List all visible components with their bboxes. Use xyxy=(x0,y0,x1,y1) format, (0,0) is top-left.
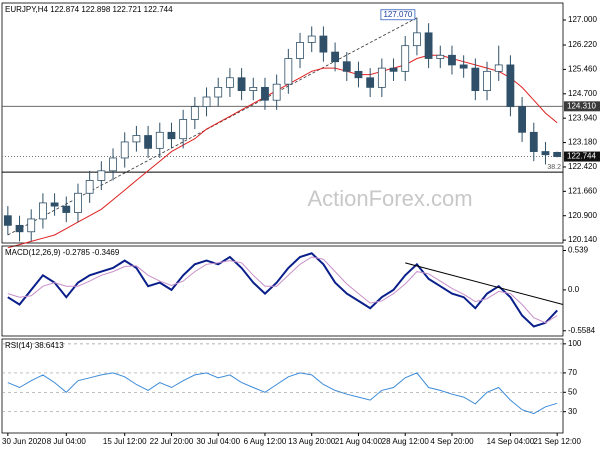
watermark: ActionForex.com xyxy=(307,186,472,211)
candle-body xyxy=(506,64,515,108)
candle-body xyxy=(459,64,468,69)
panel-title: MACD(12,26,9) -0.2785 -0.3469 xyxy=(5,248,120,257)
candle-body xyxy=(307,35,316,43)
candle-body xyxy=(132,135,141,143)
candle-body xyxy=(494,64,503,72)
candle-body xyxy=(202,96,211,108)
x-tick-label: 21 Aug 04:00 xyxy=(335,437,383,446)
candle-body xyxy=(483,70,491,91)
candle-body xyxy=(366,77,375,88)
candle-body xyxy=(389,67,398,72)
x-tick-label: 30 Jul 04:00 xyxy=(196,437,240,446)
candle-body xyxy=(471,67,480,91)
candle-body xyxy=(296,42,304,59)
panel-frame xyxy=(1,338,564,434)
y-tick-label: 100 xyxy=(568,339,582,348)
candle-body xyxy=(436,54,445,59)
candle-body xyxy=(448,54,456,66)
candle-body xyxy=(85,180,94,194)
y-tick-label: 0.539 xyxy=(568,246,589,255)
candle-body xyxy=(237,77,246,91)
x-tick-label: 22 Jul 20:00 xyxy=(150,437,194,446)
current-box xyxy=(564,151,600,162)
y-tick-label: 121.660 xyxy=(568,186,597,195)
candle-body xyxy=(109,157,117,172)
candle-body xyxy=(155,131,164,149)
y-tick-label: 123.180 xyxy=(568,138,597,147)
candle-body xyxy=(342,61,351,72)
series-line xyxy=(7,372,558,415)
x-tick-label: 13 Aug 20:00 xyxy=(288,437,336,446)
y-tick-label: 122.420 xyxy=(568,162,597,171)
candle-body xyxy=(272,83,281,101)
x-tick-label: 8 Jul 04:00 xyxy=(47,437,87,446)
candle-body xyxy=(225,77,234,88)
candle-body xyxy=(261,86,269,101)
candle-body xyxy=(190,106,199,120)
candle-body xyxy=(74,192,82,213)
series-line xyxy=(7,252,558,328)
series-line xyxy=(7,256,558,324)
candle-body xyxy=(144,135,152,149)
y-tick-label: 50 xyxy=(568,387,577,396)
y-tick-label: 70 xyxy=(568,368,577,377)
y-tick-label: 125.460 xyxy=(568,65,597,74)
candle-body xyxy=(541,151,550,156)
moving-average xyxy=(7,54,558,249)
candle-body xyxy=(249,86,258,91)
high-box xyxy=(380,9,416,21)
candle-body xyxy=(3,215,12,226)
candle-body xyxy=(214,86,223,98)
y-tick-label: 126.220 xyxy=(568,40,597,49)
candle-body xyxy=(377,67,386,88)
candle-body xyxy=(401,45,410,72)
candle-body xyxy=(354,70,363,79)
y-tick-label: 0.0 xyxy=(568,285,580,294)
x-tick-label: 4 Sep 20:00 xyxy=(430,437,474,446)
panel-title: EURJPY,H4 122.874 122.898 122.721 122.74… xyxy=(5,5,173,14)
y-tick-label: 120.900 xyxy=(568,211,597,220)
candle-body xyxy=(412,32,421,47)
x-tick-label: 15 Jul 12:00 xyxy=(103,437,147,446)
x-tick-label: 14 Sep 04:00 xyxy=(487,437,535,446)
candle-body xyxy=(97,170,106,181)
candle-body xyxy=(284,58,293,85)
panel-frame xyxy=(1,2,564,244)
x-tick-label: 30 Jun 2020 xyxy=(2,437,47,446)
y-tick-label: 124.700 xyxy=(568,89,597,98)
candle-body xyxy=(120,141,129,159)
x-tick-label: 6 Aug 12:00 xyxy=(244,437,287,446)
candle-body xyxy=(167,131,176,140)
trendline xyxy=(405,262,564,306)
candle-body xyxy=(331,51,339,63)
y-tick-label: 123.940 xyxy=(568,113,597,122)
fib-label: 38.2 xyxy=(547,164,561,171)
y-tick-label: 30 xyxy=(568,407,577,416)
y-tick-label: 127.000 xyxy=(568,15,597,24)
candle-body xyxy=(39,202,47,220)
current-label: 122.744 xyxy=(567,152,596,161)
candle-body xyxy=(15,224,24,233)
panel-title: RSI(14) 38.6413 xyxy=(5,341,64,350)
candle-body xyxy=(518,106,527,133)
high-label: 127.070 xyxy=(383,10,412,19)
candle-body xyxy=(50,202,59,207)
x-tick-label: 21 Sep 12:00 xyxy=(533,437,581,446)
candle-body xyxy=(62,205,71,213)
level-box xyxy=(564,101,600,112)
panel-frame xyxy=(1,245,564,337)
candle-body xyxy=(27,218,36,233)
x-tick-label: 28 Aug 12:00 xyxy=(382,437,430,446)
y-tick-label: -0.5584 xyxy=(568,326,596,335)
candle-body xyxy=(529,131,538,152)
level-label: 124.310 xyxy=(567,101,596,110)
candle-body xyxy=(319,35,328,53)
candle-body xyxy=(424,32,433,59)
candle-body xyxy=(553,151,562,157)
y-tick-label: 120.140 xyxy=(568,235,597,244)
candle-body xyxy=(179,119,188,140)
